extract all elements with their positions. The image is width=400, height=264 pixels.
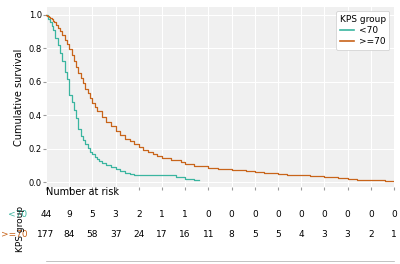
Text: 16: 16 (180, 230, 191, 239)
Text: 3: 3 (345, 230, 350, 239)
Text: 0: 0 (345, 210, 350, 219)
Text: 5: 5 (90, 210, 95, 219)
Text: 5: 5 (275, 230, 281, 239)
Text: 0: 0 (206, 210, 211, 219)
Text: 0: 0 (298, 210, 304, 219)
Text: 0: 0 (252, 210, 258, 219)
Legend: <70, >=70: <70, >=70 (336, 11, 390, 50)
Text: KPS group: KPS group (16, 206, 26, 252)
Text: 0: 0 (368, 210, 374, 219)
Text: <70: <70 (8, 210, 28, 219)
Text: >=70: >=70 (1, 230, 28, 239)
Text: 3: 3 (113, 210, 118, 219)
Text: 0: 0 (229, 210, 234, 219)
Text: 37: 37 (110, 230, 121, 239)
Text: 58: 58 (87, 230, 98, 239)
Text: 177: 177 (37, 230, 55, 239)
Text: 1: 1 (391, 230, 397, 239)
Text: 2: 2 (136, 210, 142, 219)
Text: 0: 0 (275, 210, 281, 219)
Text: 5: 5 (252, 230, 258, 239)
Text: 84: 84 (64, 230, 75, 239)
Text: 4: 4 (298, 230, 304, 239)
Text: 24: 24 (133, 230, 144, 239)
Y-axis label: Cumulative survival: Cumulative survival (14, 48, 24, 145)
Text: 3: 3 (322, 230, 327, 239)
Text: 17: 17 (156, 230, 168, 239)
Text: 0: 0 (322, 210, 327, 219)
Text: 11: 11 (203, 230, 214, 239)
Text: 44: 44 (40, 210, 52, 219)
Text: 2: 2 (368, 230, 374, 239)
Text: 9: 9 (66, 210, 72, 219)
Text: 1: 1 (159, 210, 165, 219)
Text: 8: 8 (229, 230, 234, 239)
Text: Number at risk: Number at risk (46, 187, 119, 197)
Text: 0: 0 (391, 210, 397, 219)
Text: 1: 1 (182, 210, 188, 219)
